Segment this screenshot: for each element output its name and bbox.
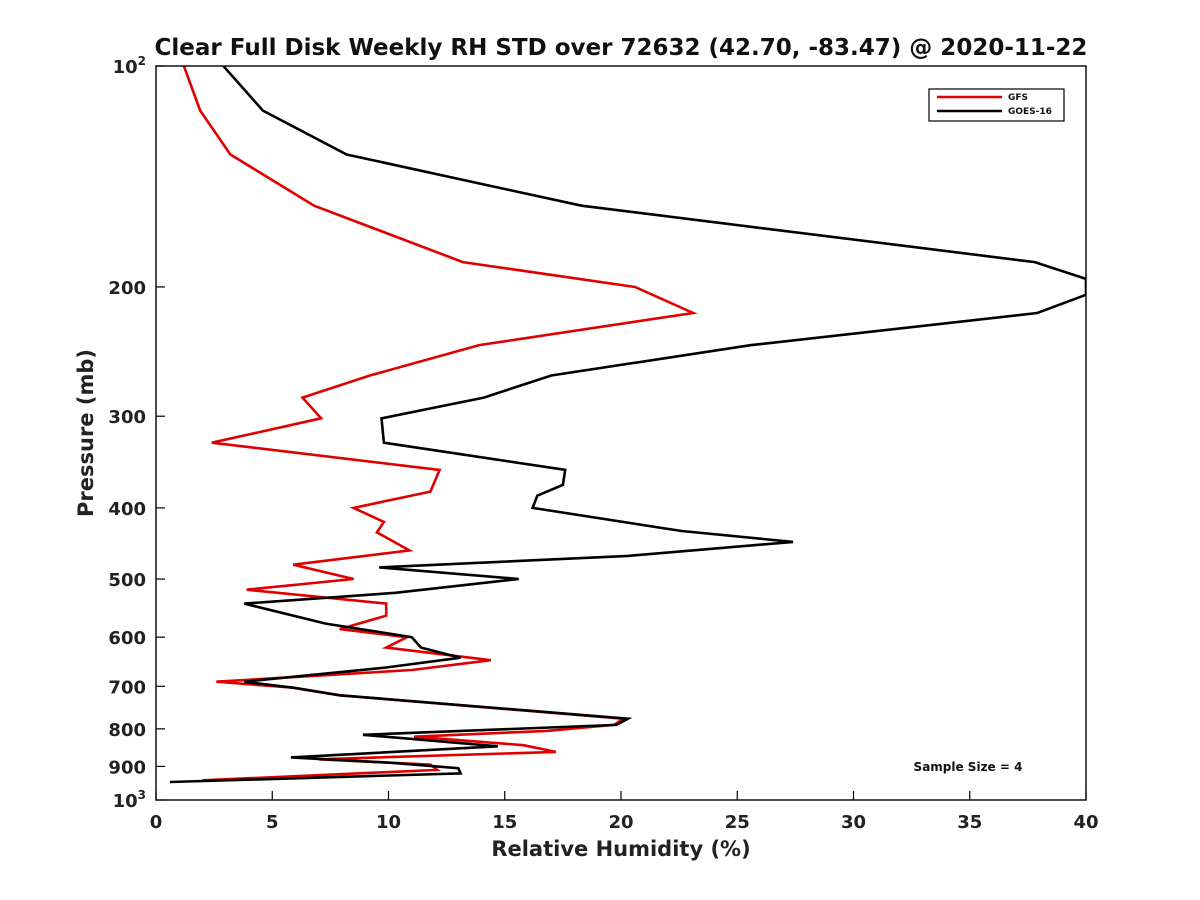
legend-label-gfs: GFS [1008, 93, 1028, 103]
plot-lines [169, 66, 1086, 784]
legend: GFS GOES-16 [928, 88, 1065, 122]
y-tick-label: 300 [108, 407, 146, 428]
y-tick-label: 500 [108, 570, 146, 591]
x-tick-label: 25 [725, 812, 750, 833]
y-tick-label: 102 [113, 54, 146, 78]
y-tick-label: 200 [108, 278, 146, 299]
x-tick-label: 0 [150, 812, 163, 833]
sample-size-annotation: Sample Size = 4 [914, 760, 1023, 774]
y-tick-label: 700 [108, 677, 146, 698]
x-tick-label: 10 [376, 812, 401, 833]
series-line-gfs [182, 66, 698, 782]
y-tick-label: 600 [108, 628, 146, 649]
x-axis-label: Relative Humidity (%) [491, 837, 750, 861]
x-tick-label: 5 [266, 812, 279, 833]
legend-box [928, 88, 1065, 122]
y-axis-label: Pressure (mb) [74, 349, 98, 517]
x-tick-label: 15 [492, 812, 517, 833]
x-tick-label: 30 [841, 812, 866, 833]
legend-label-goes16: GOES-16 [1008, 107, 1052, 117]
y-axis: 102 200 300 400 500 600 700 800 900 103 [108, 54, 165, 812]
y-tick-label: 400 [108, 499, 146, 520]
x-tick-label: 20 [608, 812, 633, 833]
y-tick-label: 900 [108, 757, 146, 778]
chart-title: Clear Full Disk Weekly RH STD over 72632… [155, 35, 1088, 61]
y-tick-label: 800 [108, 720, 146, 741]
y-tick-label: 103 [113, 788, 146, 812]
x-tick-label: 35 [957, 812, 982, 833]
x-tick-label: 40 [1073, 812, 1098, 833]
axes-frame [155, 65, 1087, 801]
x-axis: 0 5 10 15 20 25 30 35 40 [150, 791, 1099, 833]
series-line-goes16 [169, 66, 1086, 784]
